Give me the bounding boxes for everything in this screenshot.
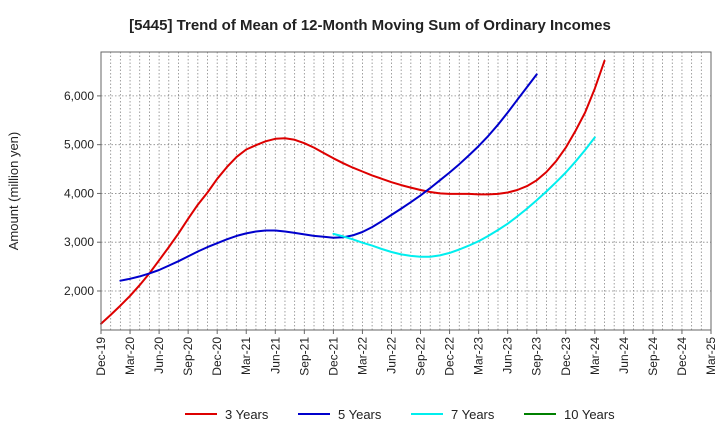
x-ticks: Dec-19 Mar-20 Jun-20 Sep-20 Dec-20 Mar-21 Jun-… — [94, 330, 718, 376]
y-tick-label: 2,000 — [64, 284, 94, 298]
x-tick-label: Sep-21 — [297, 337, 311, 376]
x-tick-label: Dec-20 — [210, 337, 224, 376]
series-line-3 — [332, 136, 596, 258]
y-tick-label: 5,000 — [64, 138, 94, 152]
x-tick-label: Jun-23 — [501, 337, 515, 374]
x-tick-label: Sep-22 — [414, 337, 428, 376]
x-tick-label: Mar-25 — [704, 337, 718, 375]
chart-title: [5445] Trend of Mean of 12-Month Moving … — [129, 17, 611, 34]
x-tick-label: Mar-24 — [588, 337, 602, 375]
x-tick-label: Mar-20 — [123, 337, 137, 375]
x-tick-label: Dec-23 — [559, 337, 573, 376]
x-tick-label: Dec-19 — [94, 337, 108, 376]
y-axis-label: Amount (million yen) — [6, 132, 21, 251]
x-tick-label: Jun-24 — [617, 337, 631, 374]
x-tick-label: Sep-20 — [181, 337, 195, 376]
x-tick-label: Jun-20 — [152, 337, 166, 374]
y-tick-label: 3,000 — [64, 235, 94, 249]
x-tick-label: Jun-21 — [268, 337, 282, 374]
x-tick-label: Sep-23 — [530, 337, 544, 376]
legend-label: 3 Years — [225, 407, 269, 422]
x-tick-label: Dec-21 — [326, 337, 340, 376]
plot-frame — [100, 51, 712, 331]
y-tick-label: 4,000 — [64, 186, 94, 200]
legend-label: 5 Years — [338, 407, 382, 422]
x-tick-label: Sep-24 — [646, 337, 660, 376]
series-line-1 — [100, 59, 606, 325]
x-tick-label: Dec-22 — [443, 337, 457, 376]
legend-label: 7 Years — [451, 407, 495, 422]
series-layer — [100, 59, 606, 325]
x-tick-label: Mar-22 — [355, 337, 369, 375]
x-tick-label: Mar-23 — [472, 337, 486, 375]
y-ticks: 2,000 3,000 4,000 5,000 6,000 — [64, 89, 101, 298]
y-tick-label: 6,000 — [64, 89, 94, 103]
x-tick-label: Jun-22 — [384, 337, 398, 374]
x-tick-label: Mar-21 — [239, 337, 253, 375]
legend: 3 Years 5 Years 7 Years 10 Years — [185, 407, 615, 422]
series-line-2 — [119, 73, 538, 282]
grid — [101, 52, 711, 330]
legend-label: 10 Years — [564, 407, 615, 422]
x-tick-label: Dec-24 — [675, 337, 689, 376]
